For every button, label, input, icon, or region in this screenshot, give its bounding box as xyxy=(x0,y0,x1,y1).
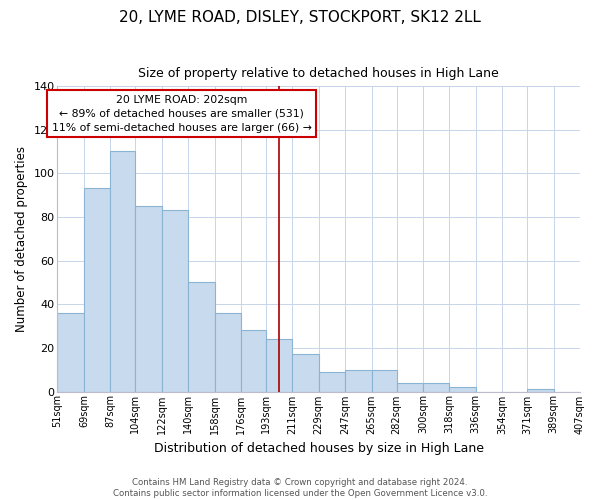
Bar xyxy=(84,188,110,392)
Bar xyxy=(58,313,84,392)
Title: Size of property relative to detached houses in High Lane: Size of property relative to detached ho… xyxy=(139,68,499,80)
Y-axis label: Number of detached properties: Number of detached properties xyxy=(15,146,28,332)
Bar xyxy=(319,372,345,392)
X-axis label: Distribution of detached houses by size in High Lane: Distribution of detached houses by size … xyxy=(154,442,484,455)
Bar xyxy=(371,370,397,392)
Bar xyxy=(266,339,292,392)
Bar xyxy=(527,390,554,392)
Bar xyxy=(345,370,371,392)
Bar xyxy=(292,354,319,392)
Bar xyxy=(161,210,188,392)
Text: 20 LYME ROAD: 202sqm
← 89% of detached houses are smaller (531)
11% of semi-deta: 20 LYME ROAD: 202sqm ← 89% of detached h… xyxy=(52,94,311,132)
Text: Contains HM Land Registry data © Crown copyright and database right 2024.
Contai: Contains HM Land Registry data © Crown c… xyxy=(113,478,487,498)
Bar xyxy=(110,152,135,392)
Bar xyxy=(449,387,476,392)
Text: 20, LYME ROAD, DISLEY, STOCKPORT, SK12 2LL: 20, LYME ROAD, DISLEY, STOCKPORT, SK12 2… xyxy=(119,10,481,25)
Bar xyxy=(215,313,241,392)
Bar xyxy=(423,383,449,392)
Bar xyxy=(135,206,161,392)
Bar xyxy=(241,330,266,392)
Bar xyxy=(188,282,215,392)
Bar xyxy=(397,383,423,392)
